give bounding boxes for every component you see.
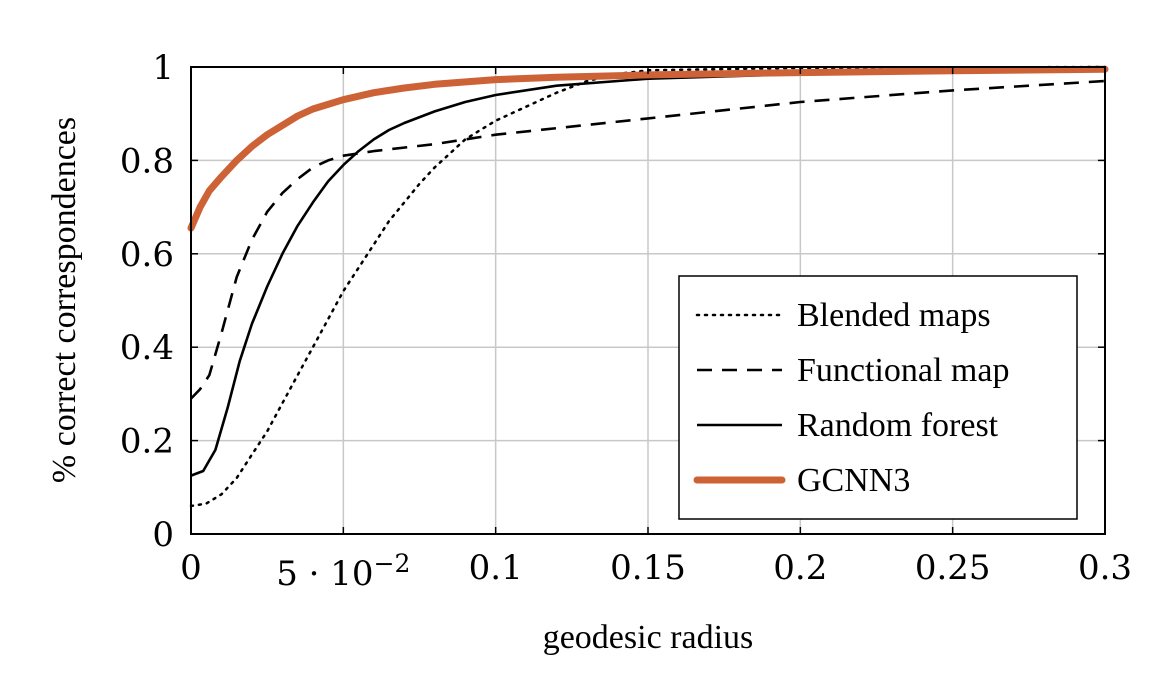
y-tick-label: 1	[152, 48, 174, 88]
y-tick-label: 0.2	[120, 422, 174, 462]
legend-label-random-forest: Random forest	[797, 407, 999, 444]
series-line-random-forest	[190, 68, 1106, 477]
series-line-blended-maps	[189, 65, 1107, 508]
series-line-gcnn3	[187, 65, 1109, 232]
x-tick-label: 0.15	[610, 548, 686, 588]
series-line-functional-map	[190, 79, 1106, 400]
legend-label-functional-map: Functional map	[797, 352, 1009, 389]
y-tick-label: 0.4	[120, 328, 174, 368]
legend-label-blended-maps: Blended maps	[797, 297, 991, 334]
legend: Blended maps Functional map Random forest G…	[678, 275, 1078, 520]
y-tick-label: 0	[152, 515, 174, 555]
x-tick-label: 0.3	[1078, 548, 1132, 588]
x-axis-ticks: 0 5 · 10−2 0.1 0.15 0.2 0.25 0.3	[180, 67, 1132, 594]
series-layer	[187, 65, 1109, 508]
y-tick-label: 0.6	[120, 235, 174, 275]
x-tick-label: 0.1	[469, 548, 523, 588]
x-tick-label: 0.2	[773, 548, 827, 588]
legend-label-gcnn3: GCNN3	[797, 462, 910, 499]
y-axis-label: % correct correspondences	[46, 117, 83, 483]
x-tick-label: 5 · 10−2	[276, 549, 410, 594]
y-tick-label: 0.8	[120, 141, 174, 181]
y-axis-ticks: 0 0.2 0.4 0.6 0.8 1	[120, 48, 1105, 555]
x-axis-label: geodesic radius	[543, 619, 754, 656]
x-tick-label: 0.25	[915, 548, 991, 588]
x-tick-label: 0	[180, 548, 202, 588]
